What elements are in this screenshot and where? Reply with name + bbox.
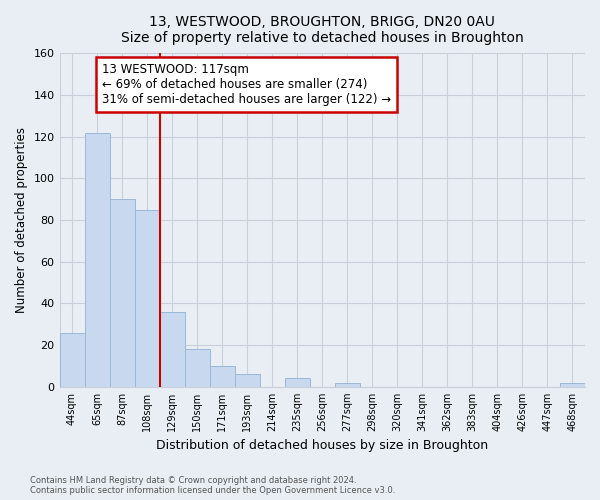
X-axis label: Distribution of detached houses by size in Broughton: Distribution of detached houses by size … bbox=[156, 440, 488, 452]
Bar bbox=[59, 332, 85, 387]
Bar bbox=[235, 374, 260, 387]
Bar bbox=[285, 378, 310, 387]
Bar bbox=[110, 199, 134, 387]
Bar bbox=[209, 366, 235, 387]
Title: 13, WESTWOOD, BROUGHTON, BRIGG, DN20 0AU
Size of property relative to detached h: 13, WESTWOOD, BROUGHTON, BRIGG, DN20 0AU… bbox=[121, 15, 524, 45]
Bar bbox=[160, 312, 185, 387]
Bar bbox=[85, 132, 110, 387]
Text: Contains HM Land Registry data © Crown copyright and database right 2024.
Contai: Contains HM Land Registry data © Crown c… bbox=[30, 476, 395, 495]
Text: 13 WESTWOOD: 117sqm
← 69% of detached houses are smaller (274)
31% of semi-detac: 13 WESTWOOD: 117sqm ← 69% of detached ho… bbox=[101, 64, 391, 106]
Y-axis label: Number of detached properties: Number of detached properties bbox=[15, 127, 28, 313]
Bar bbox=[134, 210, 160, 387]
Bar bbox=[335, 382, 360, 387]
Bar bbox=[185, 350, 209, 387]
Bar bbox=[560, 382, 585, 387]
